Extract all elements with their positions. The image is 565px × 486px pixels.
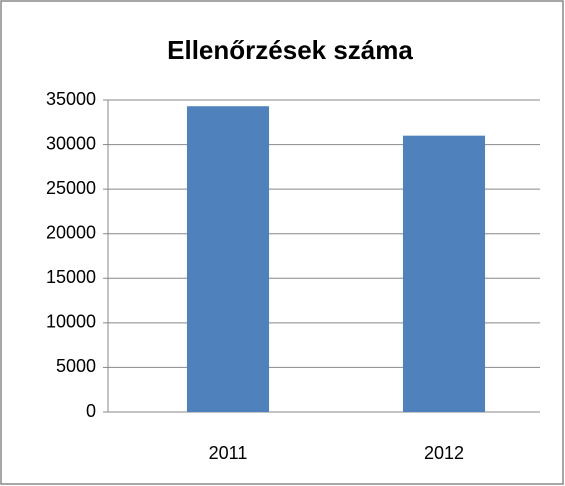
x-tick-label: 2012 <box>424 443 464 463</box>
y-tick-label: 35000 <box>46 89 96 109</box>
y-tick-label: 10000 <box>46 312 96 332</box>
bar <box>186 106 270 413</box>
y-tick-label: 5000 <box>56 356 96 376</box>
x-tick-label: 2011 <box>209 443 248 463</box>
y-tick-label: 0 <box>86 401 96 421</box>
y-tick-label: 20000 <box>46 222 96 242</box>
y-tick-label: 25000 <box>46 178 96 198</box>
chart-title: Ellenőrzések száma <box>167 35 413 65</box>
y-tick-label: 30000 <box>46 133 96 153</box>
y-tick-label: 15000 <box>46 267 96 287</box>
bar <box>402 135 486 412</box>
